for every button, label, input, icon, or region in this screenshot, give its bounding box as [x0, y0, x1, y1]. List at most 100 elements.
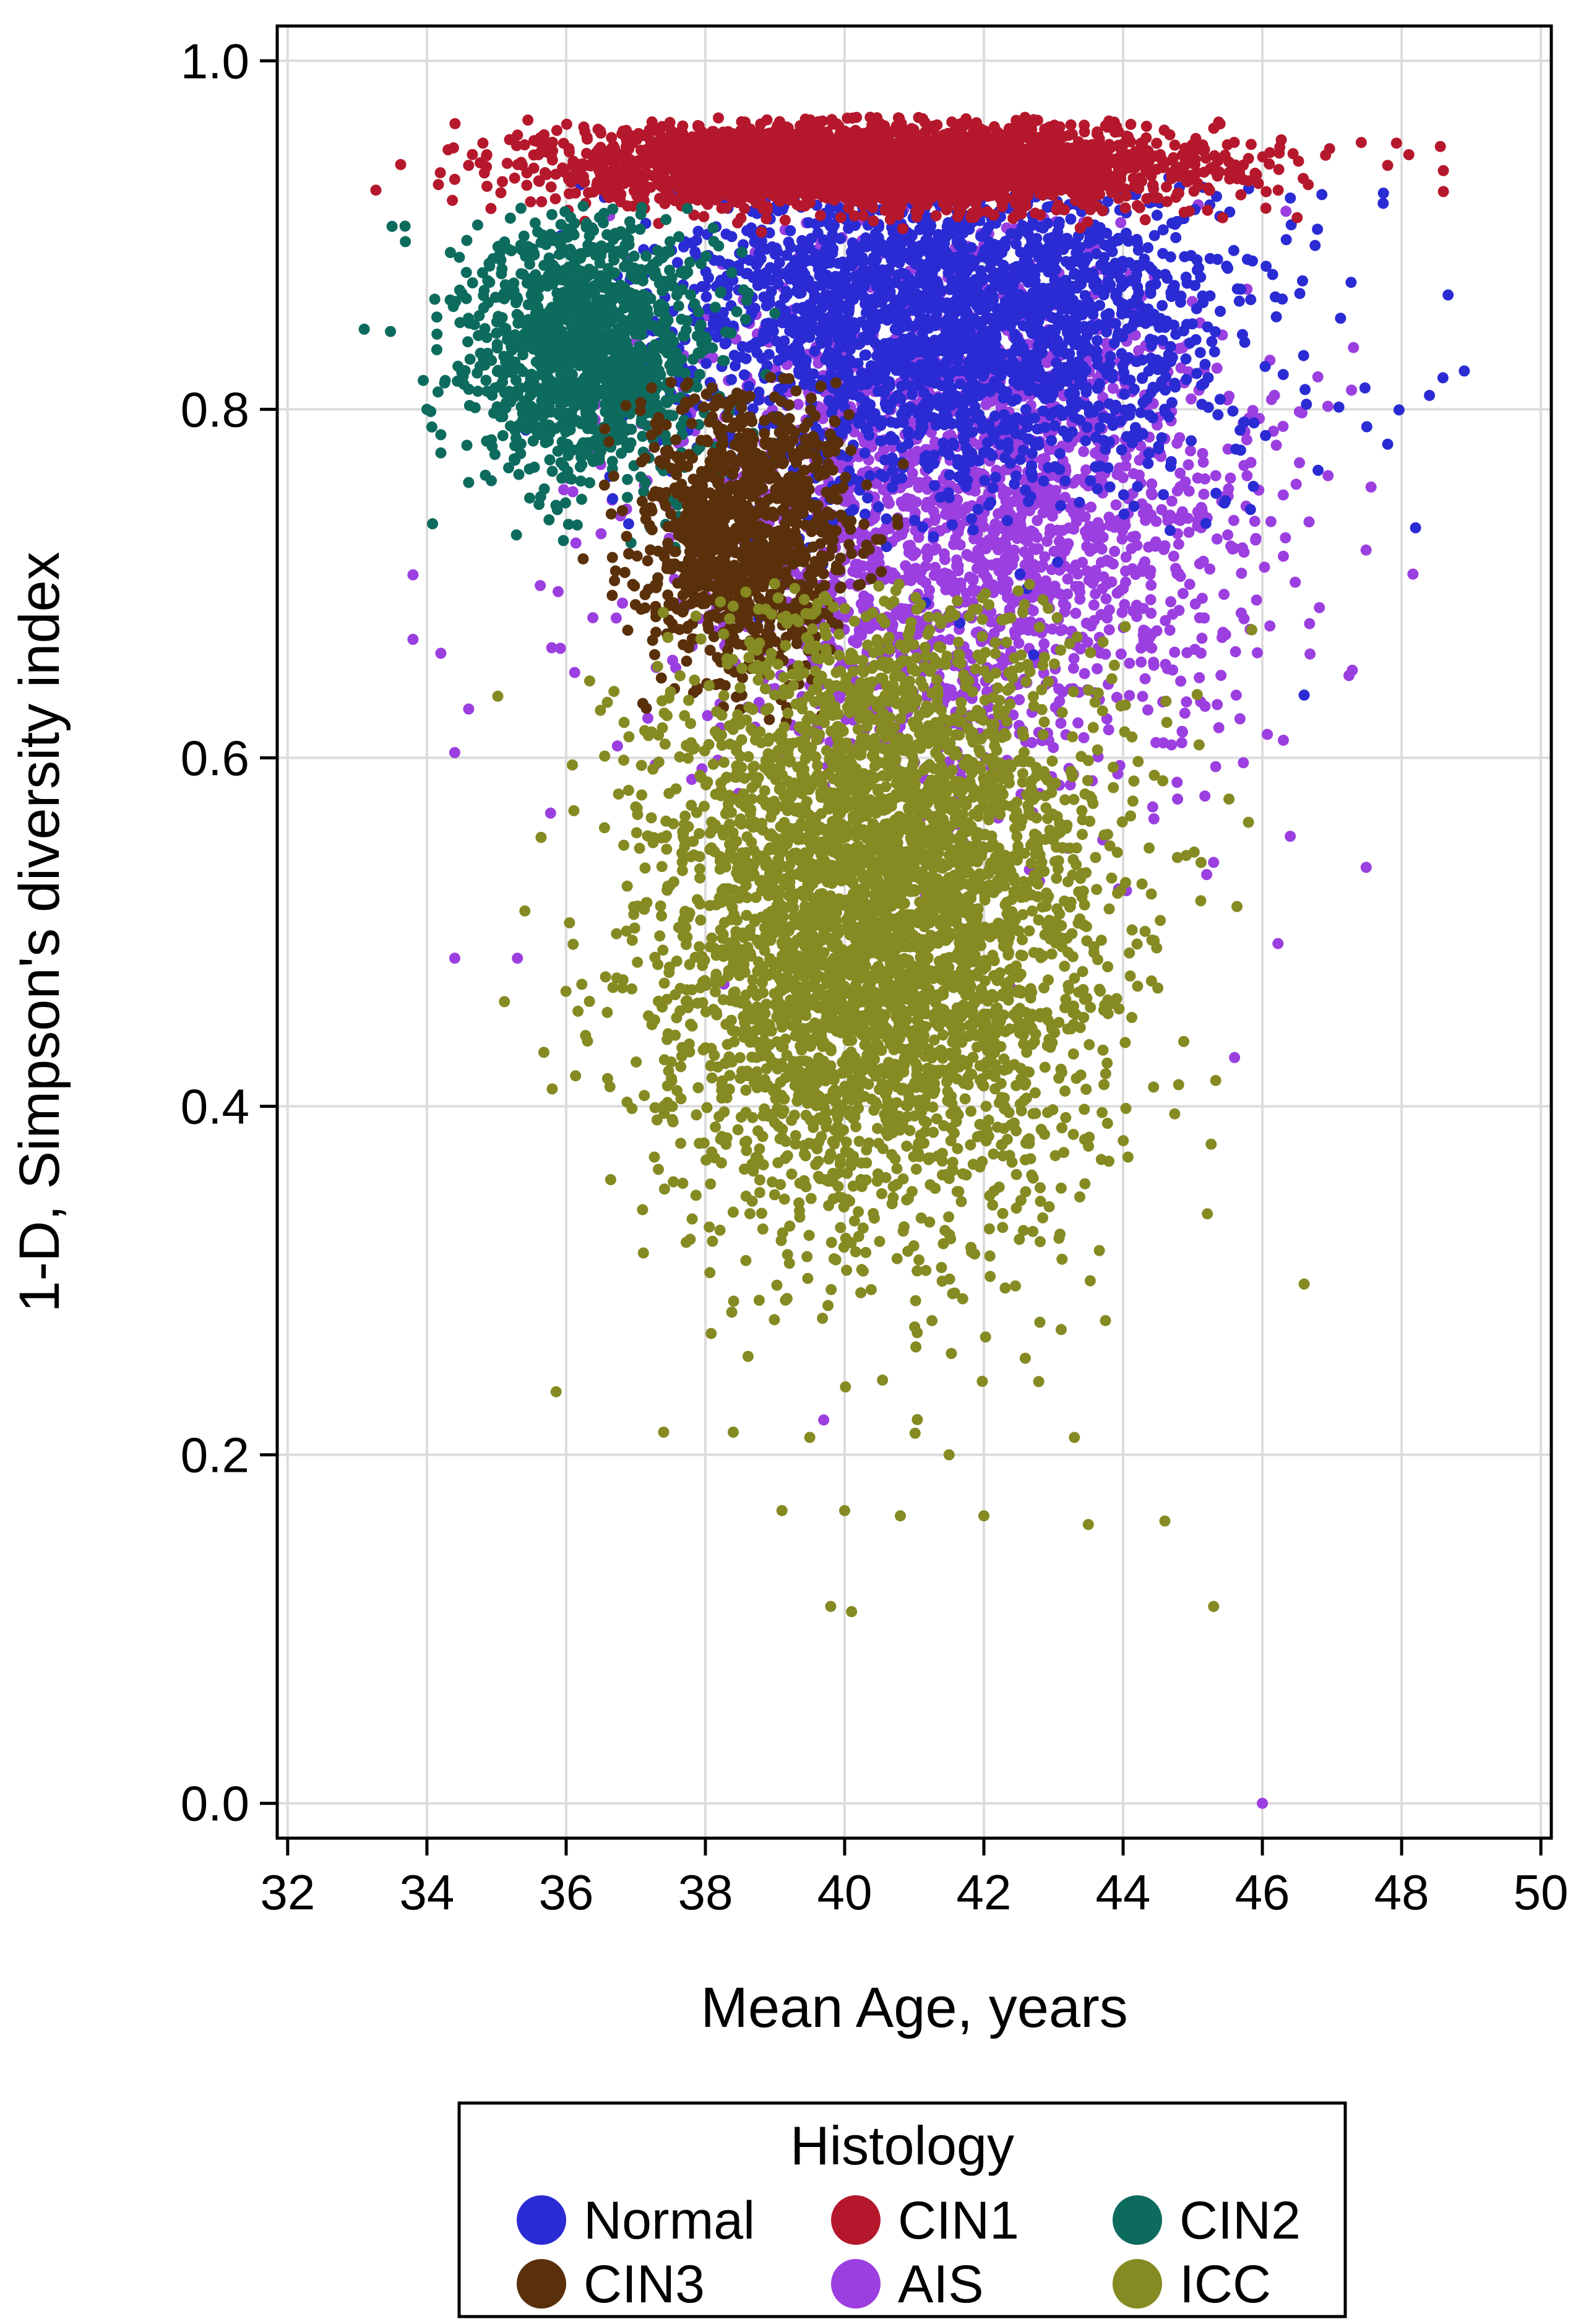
data-point [1131, 611, 1142, 623]
data-point [792, 399, 804, 410]
data-point [1204, 563, 1216, 575]
data-point [929, 480, 941, 491]
data-point [1072, 717, 1084, 729]
data-point [1044, 528, 1056, 540]
data-point [943, 449, 955, 460]
data-point [844, 354, 856, 366]
data-point [1277, 369, 1289, 381]
data-point [842, 335, 853, 347]
data-point [686, 774, 697, 785]
data-point [937, 437, 949, 449]
data-point [1039, 551, 1051, 563]
data-point [875, 358, 887, 369]
data-point [1176, 737, 1187, 749]
data-point [1148, 230, 1160, 241]
data-point [1173, 538, 1184, 550]
data-point [858, 256, 869, 267]
data-point [760, 267, 772, 279]
data-point [1145, 340, 1157, 352]
data-point [1259, 361, 1271, 373]
data-point [1066, 356, 1078, 368]
data-point [1059, 491, 1071, 503]
data-point [1090, 447, 1101, 459]
data-point [1160, 615, 1171, 626]
data-point [1057, 686, 1069, 698]
data-point [1119, 277, 1131, 289]
data-point [954, 288, 965, 300]
data-point [1346, 384, 1358, 396]
data-point [923, 367, 934, 379]
data-point [1146, 642, 1158, 654]
data-point [1167, 664, 1179, 676]
data-point [1236, 568, 1247, 579]
data-point [825, 359, 837, 371]
data-point [890, 338, 902, 350]
data-point [1270, 439, 1282, 451]
data-point [1032, 436, 1044, 448]
data-point [1145, 594, 1157, 605]
data-point [1079, 511, 1091, 522]
data-point [960, 407, 972, 418]
data-point [1103, 724, 1114, 736]
data-point [1010, 292, 1022, 304]
data-point [1247, 405, 1259, 417]
data-point [784, 347, 796, 359]
data-point [1079, 321, 1090, 332]
data-point [1238, 460, 1250, 472]
data-point [1079, 381, 1090, 392]
data-point [995, 424, 1007, 436]
data-point [1052, 226, 1064, 238]
data-point [928, 531, 939, 543]
data-point [828, 401, 839, 413]
data-point [1049, 420, 1061, 432]
data-point [1215, 306, 1226, 317]
data-point [1146, 478, 1158, 490]
data-point [1145, 564, 1157, 576]
data-point [545, 807, 556, 819]
data-point [1194, 347, 1206, 358]
data-point [1170, 563, 1181, 574]
data-point [1017, 415, 1029, 426]
data-point [768, 318, 780, 330]
data-point [1040, 575, 1052, 587]
data-point [642, 712, 653, 724]
data-point [1074, 581, 1085, 592]
data-point [1437, 372, 1449, 384]
data-point [1145, 607, 1157, 619]
data-point [1230, 689, 1242, 701]
data-point [853, 629, 865, 641]
data-point [1046, 257, 1058, 268]
data-point [1159, 540, 1171, 551]
data-point [1195, 647, 1207, 659]
data-point [958, 248, 970, 260]
data-point [1092, 663, 1103, 675]
data-point [960, 298, 972, 309]
data-point [1157, 335, 1168, 346]
data-point [1039, 452, 1051, 464]
data-point [1022, 256, 1034, 268]
data-point [1204, 253, 1216, 264]
data-point [898, 251, 910, 263]
data-point [1361, 421, 1372, 433]
data-point [983, 326, 995, 337]
data-point [1174, 467, 1186, 479]
data-point [700, 291, 712, 303]
data-point [1248, 417, 1260, 429]
data-point [435, 647, 447, 659]
data-point [1103, 436, 1115, 448]
data-point [1137, 397, 1149, 408]
data-point [1000, 486, 1012, 498]
data-point [1198, 488, 1210, 500]
data-point [1186, 393, 1197, 405]
data-point [1119, 404, 1131, 416]
data-point [1247, 480, 1259, 492]
data-point [903, 564, 915, 576]
data-point [1118, 489, 1129, 501]
data-point [1115, 648, 1127, 660]
data-point [1131, 260, 1143, 271]
data-point [1260, 261, 1272, 272]
data-point [1100, 261, 1111, 272]
data-point [1027, 328, 1038, 339]
data-point [1118, 508, 1130, 520]
data-point [1135, 656, 1147, 668]
